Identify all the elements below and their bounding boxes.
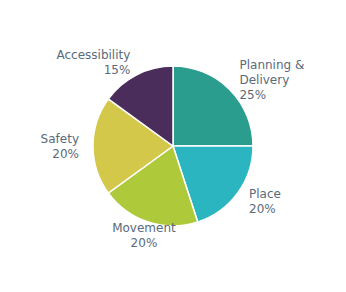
svg-text:Safety20%: Safety20% — [41, 132, 79, 161]
svg-text:Movement20%: Movement20% — [112, 221, 176, 250]
svg-text:Planning &Delivery25%: Planning &Delivery25% — [239, 58, 304, 102]
svg-text:Accessibility15%: Accessibility15% — [56, 48, 130, 77]
svg-text:Place20%: Place20% — [249, 187, 281, 216]
